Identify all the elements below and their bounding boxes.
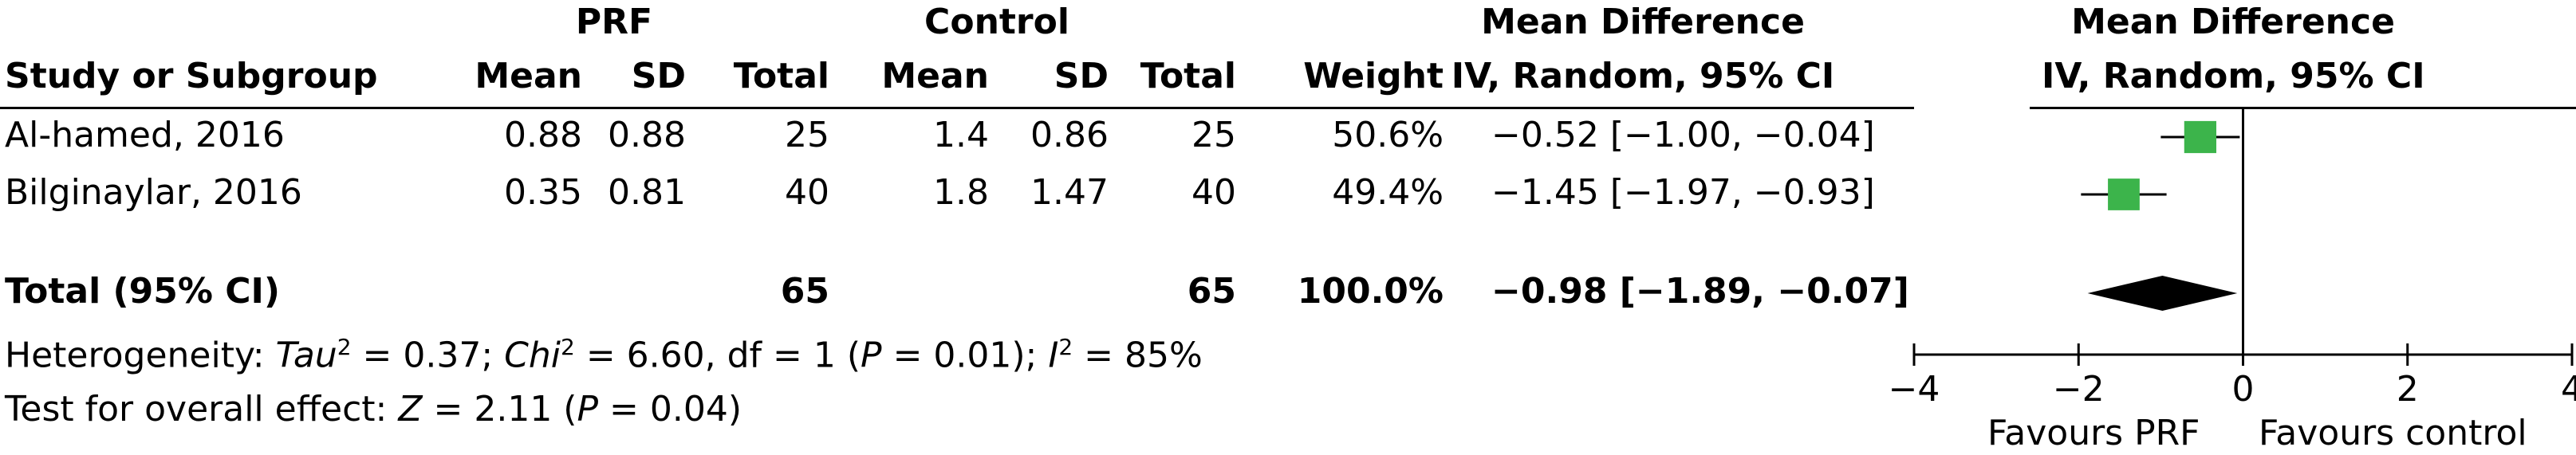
sd2-header: SD — [1054, 56, 1109, 96]
study-mean2: 1.4 — [933, 115, 989, 155]
total-total1: 65 — [780, 271, 829, 312]
total-ci: −0.98 [−1.89, −0.07] — [1491, 271, 1909, 312]
study-marker — [2108, 178, 2140, 210]
header-rule-right — [2030, 107, 2576, 109]
study-sd2: 0.86 — [1030, 115, 1109, 155]
favours-right-label: Favours control — [2259, 413, 2527, 453]
study-total1: 25 — [785, 115, 829, 155]
md-plot-header-line2: IV, Random, 95% CI — [2042, 56, 2425, 96]
study-marker — [2184, 120, 2216, 154]
study-mean1: 0.88 — [504, 115, 582, 155]
total1-header: Total — [733, 56, 829, 96]
x-tick-label: 0 — [2232, 369, 2255, 410]
study-ci: −1.45 [−1.97, −0.93] — [1491, 172, 1875, 213]
study-total2: 25 — [1191, 115, 1236, 155]
md-table-header-line2: IV, Random, 95% CI — [1451, 56, 1835, 96]
md-table-header-line1: Mean Difference — [1481, 2, 1805, 42]
total-label: Total (95% CI) — [5, 271, 281, 312]
favours-left-label: Favours PRF — [1987, 413, 2200, 453]
total-total2: 65 — [1187, 271, 1236, 312]
weight-header: Weight — [1303, 56, 1444, 96]
study-total2: 40 — [1191, 172, 1236, 213]
heterogeneity-text: Heterogeneity: Tau2 = 0.37; Chi2 = 6.60,… — [5, 334, 1203, 376]
study-ci: −0.52 [−1.00, −0.04] — [1491, 115, 1875, 155]
overall-effect-text: Test for overall effect: Z = 2.11 (P = 0… — [5, 389, 742, 430]
study-weight: 50.6% — [1332, 115, 1444, 155]
mean2-header: Mean — [881, 56, 989, 96]
group2-header: Control — [924, 2, 1069, 42]
header-rule-left — [0, 107, 1914, 109]
study-sd2: 1.47 — [1030, 172, 1109, 213]
study-sd1: 0.81 — [608, 172, 686, 213]
group1-header: PRF — [575, 2, 653, 42]
x-tick-label: 4 — [2561, 369, 2576, 410]
study-sd1: 0.88 — [608, 115, 686, 155]
study-name: Al-hamed, 2016 — [5, 115, 285, 155]
study-mean1: 0.35 — [504, 172, 582, 213]
x-tick-label: 2 — [2397, 369, 2419, 410]
study-name: Bilginaylar, 2016 — [5, 172, 302, 213]
pooled-diamond — [2087, 276, 2238, 311]
x-tick-label: −2 — [2053, 369, 2105, 410]
x-tick-label: −4 — [1889, 369, 1940, 410]
total-weight: 100.0% — [1297, 271, 1444, 312]
study-header: Study or Subgroup — [5, 56, 378, 96]
study-weight: 49.4% — [1332, 172, 1444, 213]
study-total1: 40 — [785, 172, 829, 213]
total2-header: Total — [1140, 56, 1236, 96]
md-plot-header-line1: Mean Difference — [2071, 2, 2395, 42]
mean1-header: Mean — [475, 56, 582, 96]
sd1-header: SD — [631, 56, 686, 96]
study-mean2: 1.8 — [933, 172, 989, 213]
